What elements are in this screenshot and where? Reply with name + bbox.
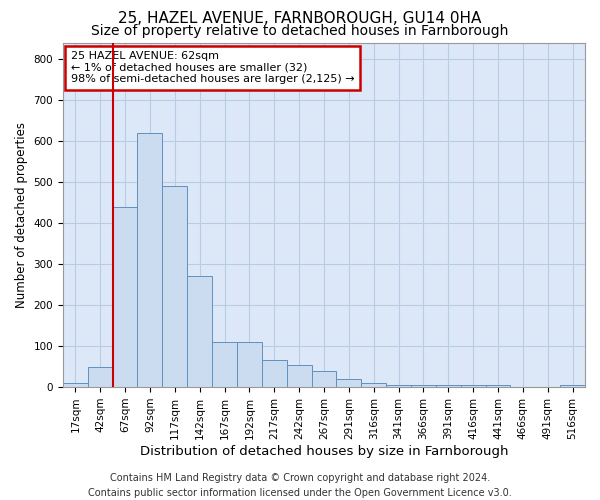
Bar (88, 366, 113, 387)
Bar (212, 342, 237, 387)
Y-axis label: Number of detached properties: Number of detached properties (15, 122, 28, 308)
Bar (436, 385, 461, 387)
Bar (361, 383, 386, 387)
Bar (461, 385, 485, 387)
Text: 25, HAZEL AVENUE, FARNBOROUGH, GU14 0HA: 25, HAZEL AVENUE, FARNBOROUGH, GU14 0HA (118, 11, 482, 26)
Bar (287, 364, 311, 387)
Bar (137, 133, 163, 387)
Bar (187, 276, 212, 387)
Text: Size of property relative to detached houses in Farnborough: Size of property relative to detached ho… (91, 24, 509, 38)
Bar (163, 186, 187, 387)
Bar (63, 383, 88, 387)
Bar (411, 385, 436, 387)
Text: 25 HAZEL AVENUE: 62sqm
← 1% of detached houses are smaller (32)
98% of semi-deta: 25 HAZEL AVENUE: 62sqm ← 1% of detached … (71, 51, 355, 84)
Bar (237, 342, 262, 387)
Bar (485, 385, 511, 387)
Bar (262, 360, 287, 387)
Text: Contains HM Land Registry data © Crown copyright and database right 2024.
Contai: Contains HM Land Registry data © Crown c… (88, 472, 512, 498)
Bar (113, 206, 137, 387)
Bar (386, 385, 411, 387)
Bar (337, 379, 361, 387)
X-axis label: Distribution of detached houses by size in Farnborough: Distribution of detached houses by size … (140, 444, 508, 458)
Bar (560, 385, 585, 387)
Bar (311, 370, 337, 387)
